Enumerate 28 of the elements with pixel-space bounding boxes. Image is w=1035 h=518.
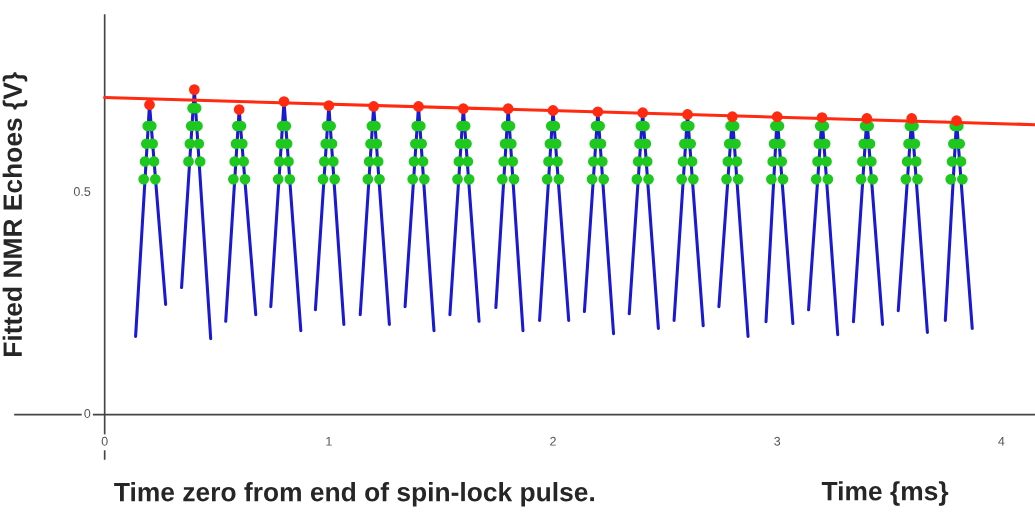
x-axis-title: Time {ms} [821, 481, 949, 506]
x-tick-label: 0 [101, 436, 108, 446]
point [368, 101, 380, 112]
point [727, 111, 738, 123]
point [816, 112, 828, 123]
point [323, 100, 335, 111]
y-axis-title: Fitted NMR Echoes {V} [2, 72, 28, 356]
point [502, 103, 514, 115]
point [457, 103, 469, 115]
point [188, 84, 200, 95]
x-tick-label: 2 [550, 436, 556, 446]
point [144, 99, 155, 111]
point [951, 115, 962, 127]
point [547, 105, 559, 116]
point [771, 111, 783, 123]
x-tick-label: 1 [326, 436, 332, 446]
point [682, 109, 693, 120]
x-tick-label: 4 [998, 436, 1005, 446]
point [233, 104, 245, 115]
point [413, 101, 424, 112]
x-tick-label: 3 [774, 436, 781, 446]
point [592, 106, 604, 118]
point [637, 107, 649, 119]
point [906, 113, 918, 124]
point [861, 113, 873, 124]
point [278, 96, 290, 107]
y-tick-label: 0.5 [73, 187, 91, 196]
text: Time zero from end of spin-lock pulse. [114, 482, 594, 507]
